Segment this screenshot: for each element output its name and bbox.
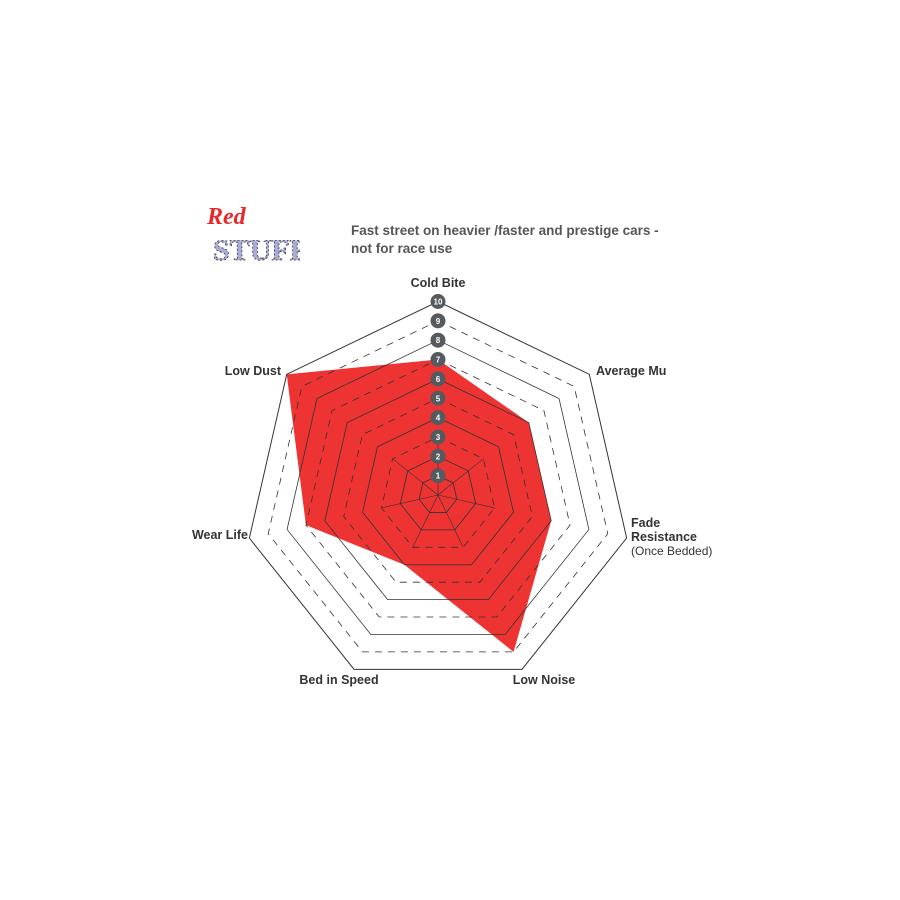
- tick-badge: [430, 352, 446, 368]
- tick-label: 6: [436, 375, 441, 384]
- grid-ring-1: [418, 475, 458, 513]
- subtitle-line: Fast street on heavier /faster and prest…: [351, 223, 659, 238]
- axis-label: Bed in Speed: [299, 673, 378, 687]
- tick-badge: [430, 390, 446, 406]
- tick-badge: [430, 448, 446, 464]
- logo-stuff: STUFF: [213, 234, 300, 265]
- axis-label: Low Noise: [513, 673, 576, 687]
- tick-badge: [430, 429, 446, 445]
- axis-label: Fade: [631, 516, 660, 530]
- axis-sublabel: (Once Bedded): [631, 544, 712, 558]
- spoke: [437, 494, 464, 548]
- tick-badge: [430, 313, 446, 329]
- grid-ring-4: [362, 417, 514, 566]
- red-stuff-logo: Red STUFF: [205, 200, 300, 265]
- tick-label: 3: [436, 433, 441, 442]
- spoke: [381, 494, 439, 509]
- grid-ring-6: [324, 378, 552, 601]
- tick-label: 7: [436, 356, 441, 365]
- grid-ring-2: [399, 455, 477, 531]
- spoke: [412, 494, 439, 548]
- subtitle-line: not for race use: [351, 241, 453, 256]
- tick-label: 4: [436, 414, 441, 423]
- tick-badge: [430, 468, 446, 484]
- spoke: [437, 494, 495, 509]
- spoke: [437, 458, 484, 496]
- subtitle: Fast street on heavier /faster and prest…: [351, 222, 661, 258]
- tick-badge: [430, 371, 446, 387]
- tick-label: 10: [434, 298, 443, 307]
- data-polygon: [286, 359, 552, 652]
- tick-label: 1: [436, 472, 441, 481]
- tick-badge: [430, 332, 446, 348]
- logo-red: Red: [206, 204, 247, 230]
- tick-badge: [430, 410, 446, 426]
- grid-ring-5: [343, 397, 533, 583]
- grid-ring-8: [286, 339, 590, 635]
- tick-badge: [430, 294, 446, 309]
- axis-label: Average Mu: [596, 364, 666, 378]
- axis-label: Wear Life: [192, 528, 248, 542]
- grid-ring-10: [248, 300, 628, 670]
- axis-label: Cold Bite: [411, 276, 466, 290]
- tick-label: 9: [436, 317, 441, 326]
- tick-label: 2: [436, 452, 441, 461]
- tick-label: 8: [436, 336, 441, 345]
- axis-label: Resistance: [631, 530, 697, 544]
- tick-label: 5: [436, 394, 441, 403]
- axis-label: Low Dust: [225, 364, 282, 378]
- grid-ring-3: [380, 436, 496, 548]
- spoke: [392, 458, 439, 496]
